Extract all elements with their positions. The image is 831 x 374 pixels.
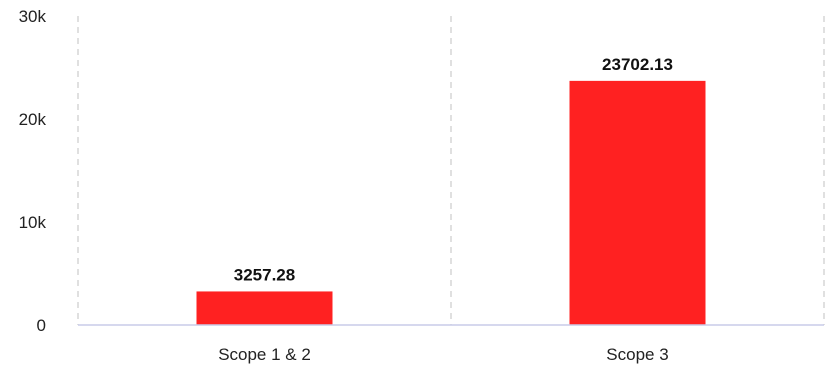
y-tick-label: 0 <box>37 316 46 335</box>
y-tick-label: 10k <box>19 213 47 232</box>
y-tick-label: 30k <box>19 7 47 26</box>
bar-2 <box>570 81 706 325</box>
data-label: 3257.28 <box>234 265 295 284</box>
bar-1 <box>197 291 333 325</box>
x-category-label: Scope 3 <box>606 345 668 364</box>
y-tick-label: 20k <box>19 110 47 129</box>
data-label: 23702.13 <box>602 55 673 74</box>
x-category-label: Scope 1 & 2 <box>218 345 311 364</box>
